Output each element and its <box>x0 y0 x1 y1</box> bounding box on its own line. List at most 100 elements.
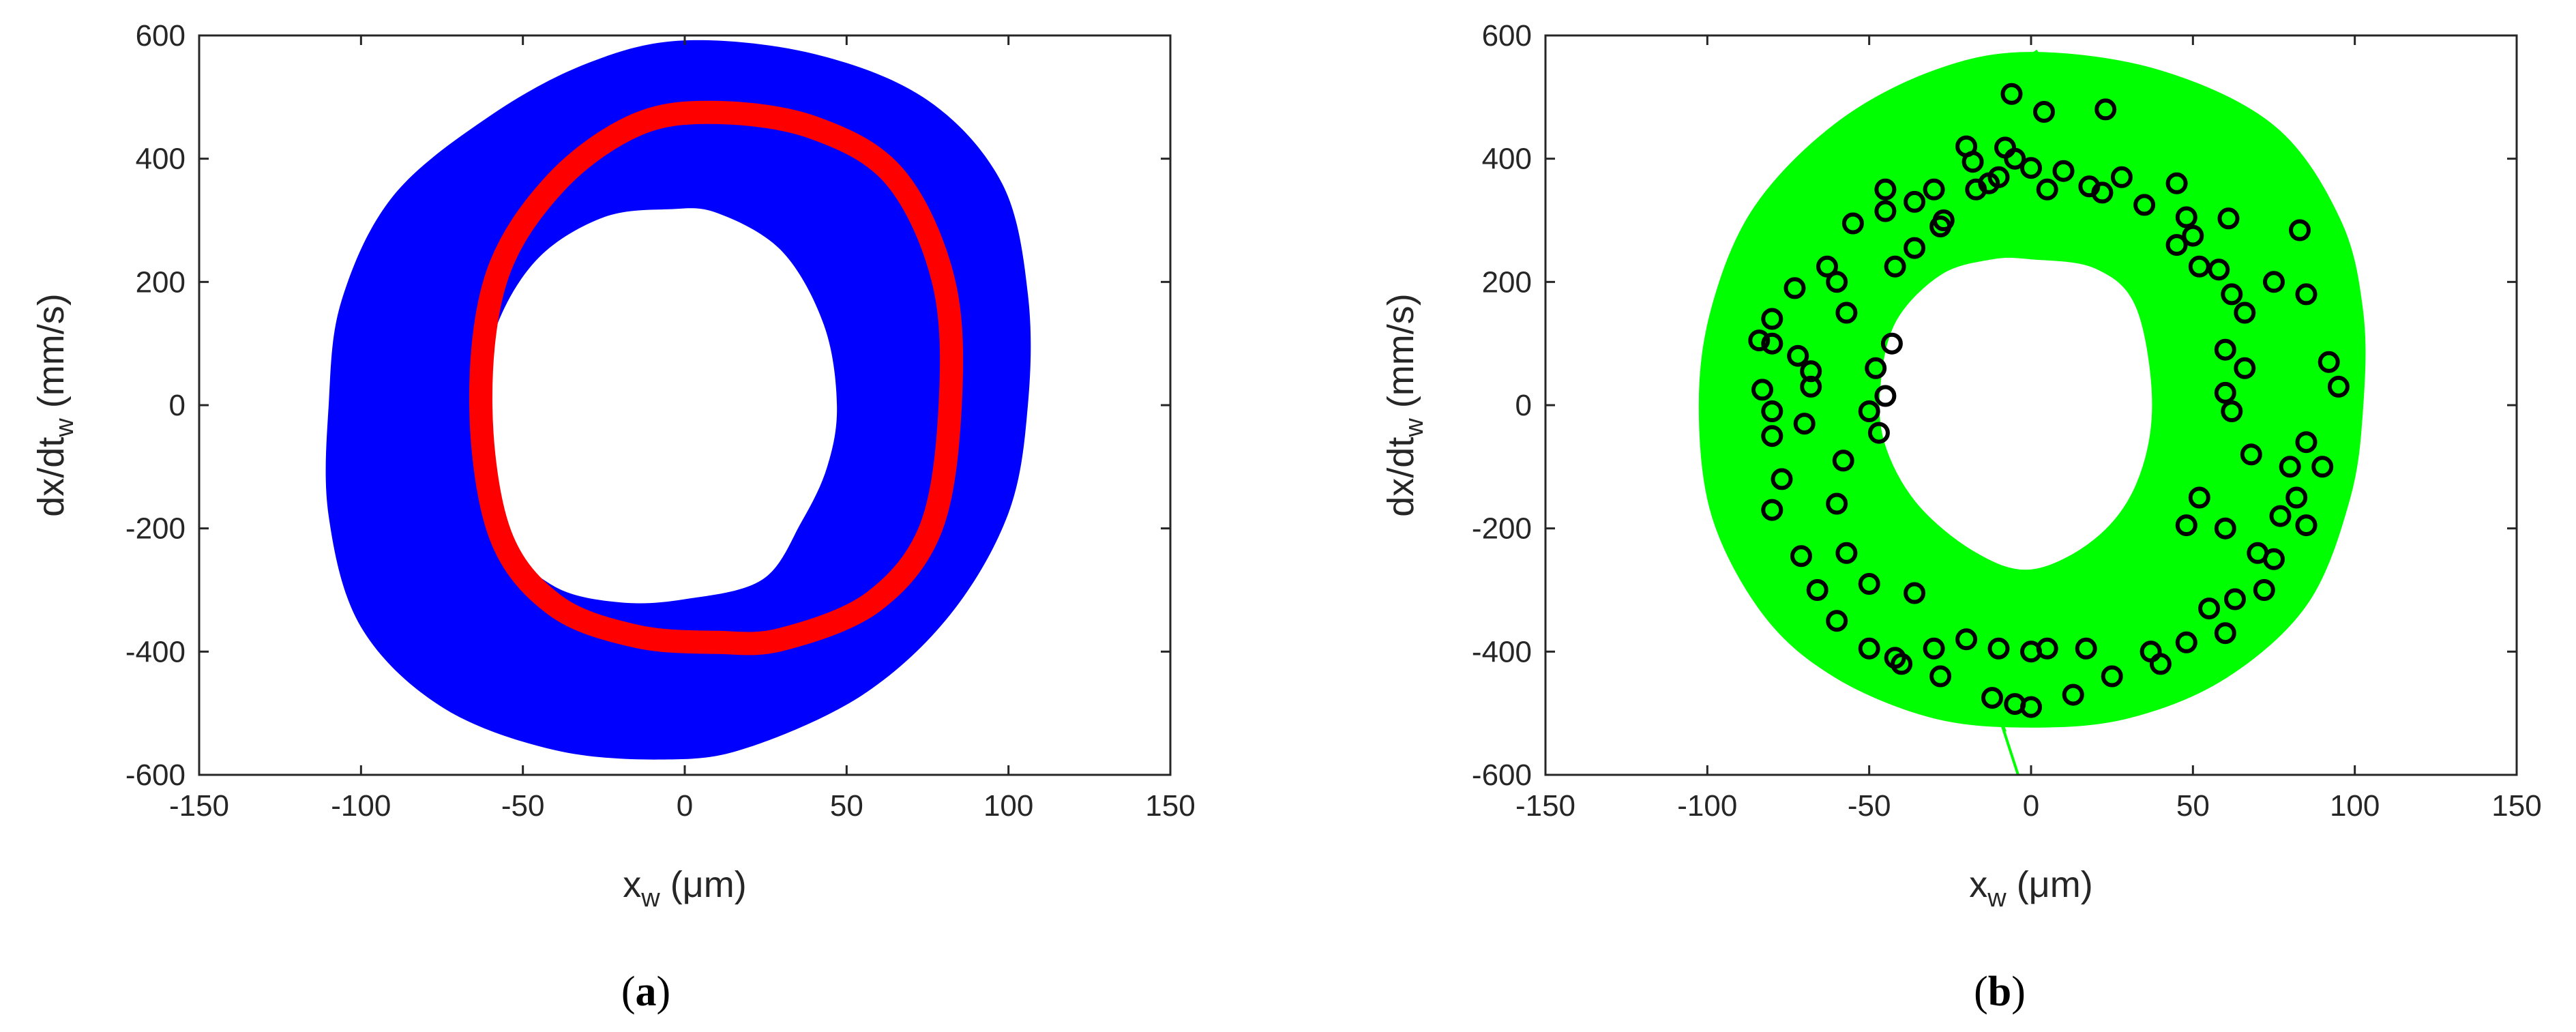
panel-b-poincare-point-21 <box>1800 360 1822 383</box>
panel-b-poincare-point-26 <box>1761 425 1783 447</box>
panel-b-poincare-point-11 <box>2217 207 2240 230</box>
panel-b-poincare-point-32 <box>1858 637 1880 660</box>
panel-b-poincare-point-34 <box>1929 665 1952 688</box>
panel-b-poincare-point-76 <box>1858 573 1880 595</box>
panel-b-plot-area <box>1698 49 2366 776</box>
panel-a-x-tick-label: 100 <box>983 789 1033 823</box>
panel-b-poincare-point-82 <box>1874 385 1897 407</box>
panel-a-y-tick-label: -200 <box>125 512 186 546</box>
panel-b-poincare-point-73 <box>2214 517 2236 540</box>
panel-b-poincare-point-91 <box>1923 178 1945 201</box>
panel-b-poincare-point-51 <box>2263 271 2285 293</box>
panel-b-poincare-point-61 <box>1884 647 1906 669</box>
panel-b-poincare-point-105 <box>1932 209 1955 231</box>
panel-b-poincare-point-14 <box>1841 212 1864 235</box>
panel-b-poincare-point-1 <box>2033 101 2055 123</box>
panel-a-y-tick-label: 0 <box>169 389 186 422</box>
panel-b-poincare-point-59 <box>2188 486 2210 509</box>
panel-a: -150 -100 -50 0 50 100 150 -600 -400 -200 0 200 400 6… <box>31 19 1196 1015</box>
panel-b-poincare-point-60 <box>2175 514 2197 537</box>
panel-a-y-tick-label: -400 <box>125 635 186 668</box>
panel-b-poincare-point-22 <box>1800 375 1822 398</box>
panel-b-x-tick-label: 0 <box>2023 789 2039 823</box>
panel-b-poincare-point-31 <box>1826 610 1848 632</box>
panel-a-x-tick-label: 50 <box>830 789 863 823</box>
panel-a-y-tick-label: 200 <box>136 265 186 299</box>
panel-b-poincare-point-94 <box>2036 178 2058 201</box>
panel-b-y-tick-label: 600 <box>1482 19 1532 53</box>
panel-b-poincare-point-79 <box>1832 449 1854 472</box>
panel-b-poincare-point-16 <box>1783 277 1806 299</box>
panel-b-poincare-point-104 <box>1978 172 2000 194</box>
panel-b-y-tick-label: 200 <box>1482 265 1532 299</box>
panel-b-poincare-point-12 <box>2289 219 2311 241</box>
panel-a-plot-area <box>325 40 1031 760</box>
panel-a-x-tick-label: -150 <box>169 789 229 823</box>
panel-a-x-tick-label: -50 <box>501 789 545 823</box>
panel-b-poincare-point-58 <box>2279 456 2301 478</box>
panel-b-poincare-point-95 <box>2078 175 2101 198</box>
panel-b-poincare-point-53 <box>2214 338 2236 361</box>
panel-b-poincare-point-86 <box>1826 271 1848 293</box>
panel-b-y-tick-label: -400 <box>1472 635 1532 668</box>
panel-b-trajectory-transient-top <box>2017 49 2039 65</box>
panel-b-poincare-point-30 <box>1806 579 1829 601</box>
panel-b-poincare-point-45 <box>2285 486 2308 509</box>
panel-b-x-axis-label: xw (μm) <box>1969 864 2093 913</box>
panel-b-y-tick-label: -600 <box>1472 758 1532 792</box>
panel-b-poincare-point-55 <box>2214 381 2236 404</box>
panel-b-poincare-point-67 <box>2075 637 2097 660</box>
panel-b-poincare-point-9 <box>2133 194 2156 216</box>
panel-b-ticks: -150 -100 -50 0 50 100 150 -600 -400 -200 0 200 400 6… <box>1472 19 2542 823</box>
panel-b-trajectory-inner-edge <box>1875 253 2157 574</box>
panel-b-poincare-point-85 <box>1835 301 1858 324</box>
panel-b-poincare-point-75 <box>1904 582 1926 604</box>
panel-b-poincare-point-97 <box>2165 172 2188 194</box>
panel-b-x-tick-label: -50 <box>1848 789 1891 823</box>
panel-b-poincare-point-57 <box>2240 443 2262 466</box>
panel-b-poincare-point-24 <box>1761 400 1783 422</box>
panel-b-poincare-point-13 <box>1874 200 1897 222</box>
panel-b-poincare-point-44 <box>2295 514 2318 537</box>
panel-b-poincare-point-74 <box>2269 505 2292 527</box>
panel-b-poincare-point-29 <box>1790 545 1812 567</box>
panel-b-y-tick-label: -200 <box>1472 512 1532 546</box>
panel-b-y-tick-label: 400 <box>1482 143 1532 176</box>
panel-b-poincare-point-39 <box>2101 665 2123 688</box>
panel-a-x-axis-label: xw (μm) <box>623 864 747 913</box>
panel-a-x-tick-label: -100 <box>331 789 391 823</box>
panel-b-poincare-point-5 <box>2004 147 2026 170</box>
panel-b-trajectory-band <box>1700 54 2364 726</box>
panel-a-y-tick-label: -600 <box>125 758 186 792</box>
panel-b-poincare-point-71 <box>2224 588 2246 610</box>
panel-b-poincare-point-15 <box>1816 255 1838 278</box>
panel-b-poincare-point-72 <box>2247 542 2269 564</box>
panel-b-poincare-point-102 <box>2221 283 2243 306</box>
panel-b-poincare-point-10 <box>2175 206 2197 228</box>
panel-b-poincare-point-81 <box>1858 400 1880 422</box>
panel-b-poincare-point-2 <box>2094 98 2117 121</box>
panel-b-poincare-point-56 <box>2221 400 2243 422</box>
panel-a-orbit-band <box>325 40 1031 760</box>
panel-b-poincare-point-46 <box>2311 456 2334 478</box>
panel-b-poincare-point-49 <box>2318 351 2340 373</box>
panel-b-poincare-point-101 <box>2208 259 2230 281</box>
panel-a-y-tick-label: 600 <box>136 19 186 53</box>
panel-b-poincare-point-83 <box>1865 357 1887 379</box>
panel-b-poincare-point-47 <box>2295 431 2318 454</box>
panel-a-x-tick-label: 150 <box>1145 789 1195 823</box>
panel-b-x-tick-label: -150 <box>1515 789 1575 823</box>
panel-b-poincare-point-18 <box>1748 329 1771 352</box>
panel-b-poincare-point-90 <box>1904 190 1926 213</box>
panel-b-poincare-point-84 <box>1880 332 1903 355</box>
panel-b-poincare-point-38 <box>2062 683 2084 706</box>
panel-b-poincare-point-54 <box>2234 357 2256 379</box>
panel-b-poincare-point-42 <box>2253 579 2275 601</box>
panel-a-label: (a) <box>621 969 670 1015</box>
panel-b-y-tick-label: 0 <box>1515 389 1532 422</box>
panel-b-poincare-point-48 <box>2327 375 2350 398</box>
panel-a-ticks: -150 -100 -50 0 50 100 150 -600 -400 -200 0 200 400 6… <box>125 19 1196 823</box>
panel-b-poincare-point-37 <box>2004 693 2026 716</box>
panel-b-poincare-point-103 <box>1961 151 1984 173</box>
